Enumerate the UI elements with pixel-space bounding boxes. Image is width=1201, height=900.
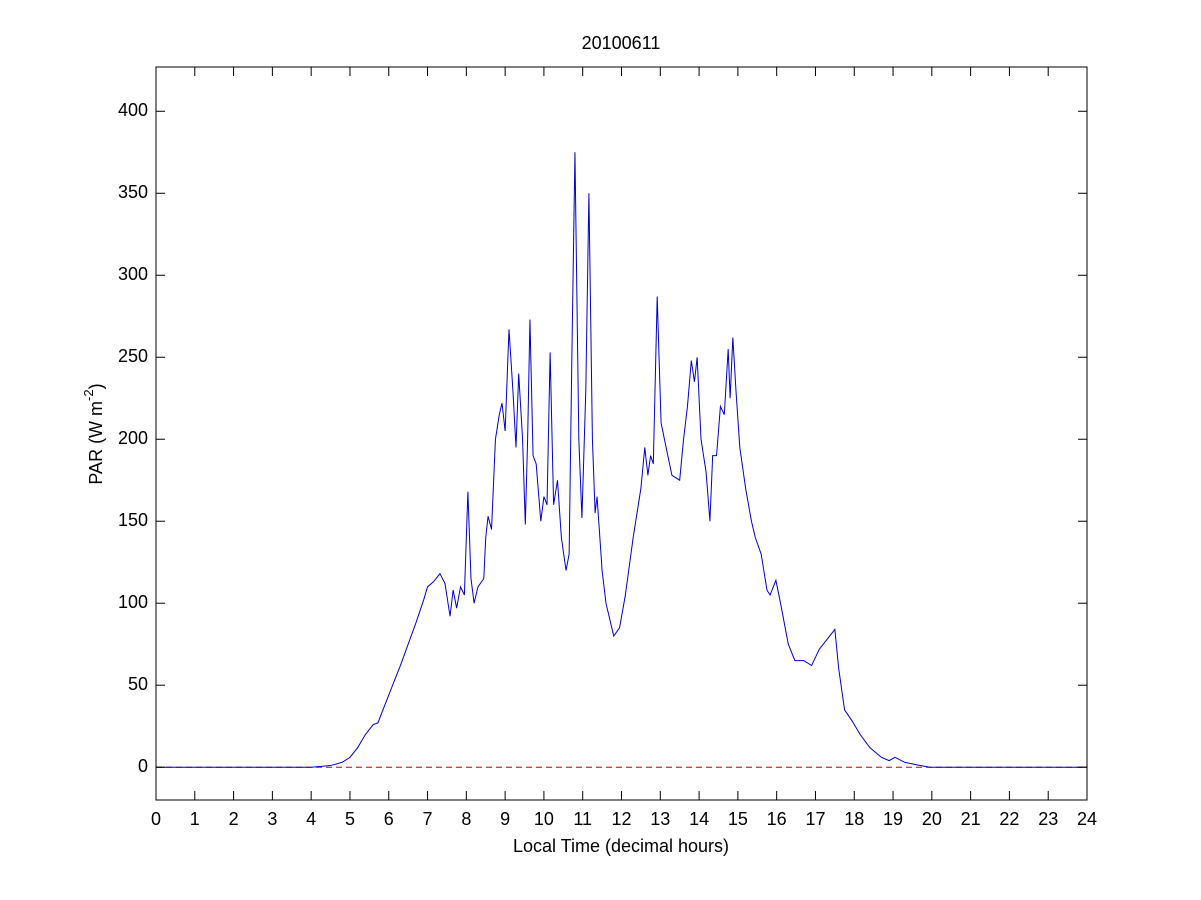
y-label-main: PAR (W m <box>86 401 106 485</box>
y-label-sup: -2 <box>81 389 96 401</box>
y-tick-label: 400 <box>118 100 148 120</box>
x-tick-label: 10 <box>534 809 554 829</box>
x-tick-label: 21 <box>961 809 981 829</box>
x-tick-label: 23 <box>1038 809 1058 829</box>
y-tick-label: 50 <box>128 674 148 694</box>
x-tick-label: 18 <box>844 809 864 829</box>
x-tick-label: 11 <box>573 809 592 829</box>
y-axis-label: PAR (W m-2) <box>81 383 105 484</box>
y-tick-label: 200 <box>118 428 148 448</box>
x-tick-label: 16 <box>767 809 787 829</box>
x-tick-label: 0 <box>151 809 161 829</box>
x-tick-label: 13 <box>650 809 670 829</box>
x-tick-label: 4 <box>306 809 316 829</box>
y-tick-label: 350 <box>118 182 148 202</box>
x-tick-label: 19 <box>883 809 903 829</box>
x-tick-label: 20 <box>922 809 942 829</box>
x-tick-label: 5 <box>345 809 355 829</box>
x-axis-label: Local Time (decimal hours) <box>513 836 729 856</box>
x-tick-label: 7 <box>423 809 433 829</box>
x-tick-label: 14 <box>689 809 709 829</box>
x-tick-label: 8 <box>461 809 471 829</box>
chart-title: 20100611 <box>582 33 661 53</box>
x-tick-label: 24 <box>1077 809 1097 829</box>
data-line <box>156 152 1087 768</box>
y-tick-label: 100 <box>118 592 148 612</box>
x-tick-label: 17 <box>805 809 825 829</box>
x-tick-label: 3 <box>267 809 277 829</box>
x-tick-label: 2 <box>229 809 239 829</box>
x-tick-label: 9 <box>500 809 510 829</box>
x-tick-label: 12 <box>611 809 631 829</box>
x-tick-label: 22 <box>999 809 1019 829</box>
y-label-end: ) <box>86 383 106 389</box>
y-tick-label: 0 <box>138 756 148 776</box>
y-tick-label: 250 <box>118 346 148 366</box>
y-tick-label: 300 <box>118 264 148 284</box>
x-tick-label: 15 <box>728 809 748 829</box>
x-tick-label: 6 <box>384 809 394 829</box>
x-tick-label: 1 <box>190 809 200 829</box>
y-tick-label: 150 <box>118 510 148 530</box>
